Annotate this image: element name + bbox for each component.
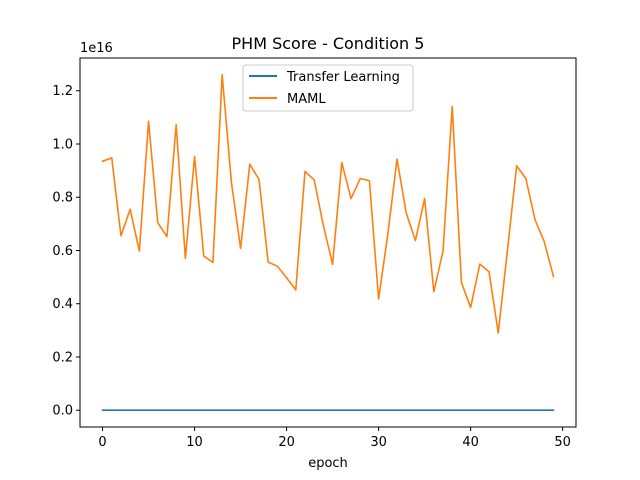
series-line-maml <box>101 73 555 334</box>
plot-area <box>79 57 577 428</box>
x-tick-label: 10 <box>186 435 203 450</box>
y-offset-label: 1e16 <box>80 41 113 56</box>
y-tick-label: 0.0 <box>52 404 73 419</box>
y-tick-label: 0.8 <box>52 191 73 206</box>
legend-label-transfer-learning: Transfer Learning <box>286 70 400 85</box>
x-tick-label: 50 <box>554 435 571 450</box>
y-tick-label: 0.4 <box>52 297 73 312</box>
x-tick-label: 40 <box>462 435 479 450</box>
y-tick-label: 1.2 <box>52 84 73 99</box>
y-tick-label: 1.0 <box>52 137 73 152</box>
x-tick-label: 30 <box>370 435 387 450</box>
legend-box <box>242 64 414 112</box>
series-layer <box>101 73 555 412</box>
plot-frame <box>79 57 577 428</box>
chart-title: PHM Score - Condition 5 <box>232 34 425 53</box>
legend: Transfer Learning MAML <box>242 64 414 112</box>
legend-label-maml: MAML <box>287 92 326 107</box>
x-tick-label: 0 <box>98 435 106 450</box>
y-tick-label: 0.2 <box>52 350 73 365</box>
x-axis: 0 10 20 30 40 50 <box>98 427 571 450</box>
x-axis-label: epoch <box>308 456 348 471</box>
y-tick-label: 0.6 <box>52 244 73 259</box>
x-tick-label: 20 <box>278 435 295 450</box>
y-axis: 0.0 0.2 0.4 0.6 0.8 1.0 1.2 <box>52 84 80 419</box>
